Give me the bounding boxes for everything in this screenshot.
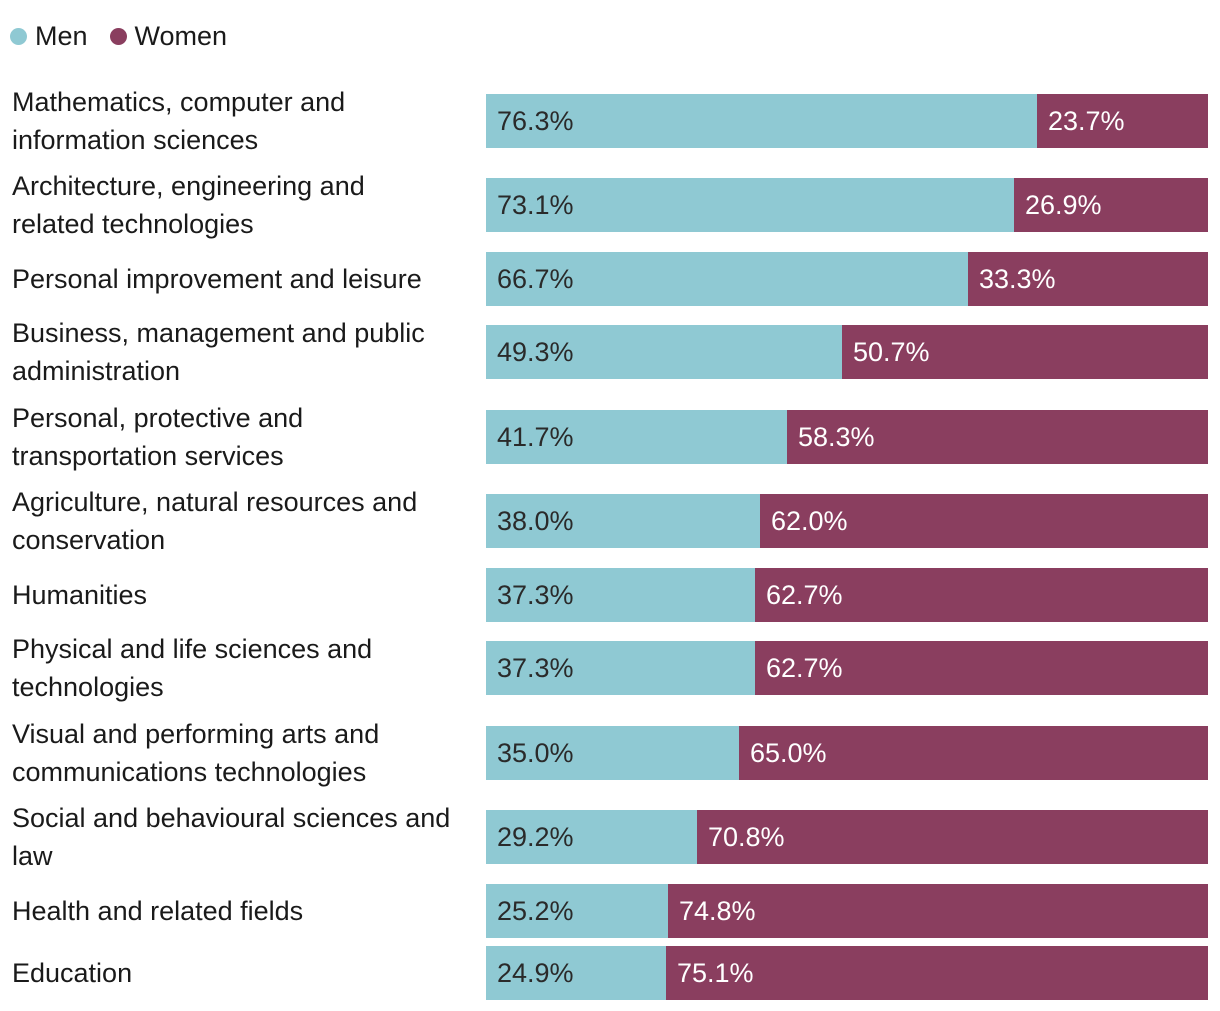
bar-segment-men — [486, 946, 666, 1000]
data-label-men: 73.1% — [497, 190, 574, 220]
bar-row: 38.0% 62.0% — [486, 494, 1208, 548]
bar-segment-women — [787, 410, 1208, 464]
data-label-women: 62.7% — [766, 580, 843, 610]
bar-row: 24.9% 75.1% — [486, 946, 1208, 1000]
bar-segment-women — [755, 568, 1208, 622]
data-label-women: 33.3% — [979, 264, 1056, 294]
data-label-men: 25.2% — [497, 896, 574, 926]
category-label: Mathematics, computer and information sci… — [12, 87, 346, 155]
data-label-women: 75.1% — [677, 958, 754, 988]
bar-row: 76.3% 23.7% — [486, 94, 1208, 148]
bar-row: 37.3% 62.7% — [486, 568, 1208, 622]
data-label-men: 76.3% — [497, 106, 574, 136]
bar-segment-men — [486, 94, 1037, 148]
bar-row: 37.3% 62.7% — [486, 641, 1208, 695]
bar-segment-women — [968, 252, 1208, 306]
bar-row: 25.2% 74.8% — [486, 884, 1208, 938]
data-label-men: 41.7% — [497, 422, 574, 452]
bar-segment-men — [486, 410, 787, 464]
data-label-men: 66.7% — [497, 264, 574, 294]
data-label-men: 37.3% — [497, 653, 574, 683]
category-label: Visual and performing arts and communicat… — [12, 719, 380, 787]
category-label: Humanities — [12, 580, 148, 610]
category-label: Health and related fields — [12, 896, 304, 926]
data-label-women: 70.8% — [708, 822, 785, 852]
bar-segment-men — [486, 178, 1014, 232]
bar-row: 35.0% 65.0% — [486, 726, 1208, 780]
data-label-women: 23.7% — [1048, 106, 1125, 136]
bar-row: 73.1% 26.9% — [486, 178, 1208, 232]
bar-row: 66.7% 33.3% — [486, 252, 1208, 306]
data-label-men: 38.0% — [497, 506, 574, 536]
data-label-men: 37.3% — [497, 580, 574, 610]
bar-segment-women — [1037, 94, 1208, 148]
data-label-men: 49.3% — [497, 337, 574, 367]
bar-segment-women — [755, 641, 1208, 695]
category-label: Agriculture, natural resources and conser… — [12, 487, 418, 555]
data-label-women: 26.9% — [1025, 190, 1102, 220]
bar-segment-women — [1014, 178, 1208, 232]
legend: Men Women — [10, 18, 249, 54]
bar-segment-women — [666, 946, 1208, 1000]
data-label-women: 65.0% — [750, 738, 827, 768]
bar-row: 49.3% 50.7% — [486, 325, 1208, 379]
legend-label-men: Men — [35, 20, 88, 51]
data-label-women: 50.7% — [853, 337, 930, 367]
category-label: Personal improvement and leisure — [12, 264, 422, 294]
bar-segment-men — [486, 494, 760, 548]
category-label: Physical and life sciences and technologi… — [12, 634, 373, 702]
data-label-men: 35.0% — [497, 738, 574, 768]
legend-label-women: Women — [134, 20, 228, 51]
bar-segment-men — [486, 252, 968, 306]
bar-segment-men — [486, 884, 668, 938]
bar-segment-men — [486, 810, 697, 864]
bar-segment-women — [760, 494, 1208, 548]
data-label-women: 62.7% — [766, 653, 843, 683]
category-label: Social and behavioural sciences and law — [12, 803, 451, 871]
data-label-men: 24.9% — [497, 958, 574, 988]
category-label: Education — [12, 958, 133, 988]
bar-segment-men — [486, 726, 739, 780]
bar-row: 41.7% 58.3% — [486, 410, 1208, 464]
category-label: Personal, protective and transportation s… — [12, 403, 304, 471]
data-label-women: 58.3% — [798, 422, 875, 452]
data-label-women: 74.8% — [679, 896, 756, 926]
legend-item-men: Men — [10, 21, 88, 52]
data-label-women: 62.0% — [771, 506, 848, 536]
legend-swatch-men — [10, 27, 27, 45]
category-label: Business, management and public administr… — [12, 318, 425, 386]
bar-segment-men — [486, 325, 842, 379]
bar-row: 29.2% 70.8% — [486, 810, 1208, 864]
bar-segment-women — [697, 810, 1208, 864]
bar-segment-men — [486, 568, 755, 622]
bar-segment-women — [739, 726, 1208, 780]
data-label-men: 29.2% — [497, 822, 574, 852]
category-label: Architecture, engineering and related tec… — [12, 171, 365, 239]
legend-swatch-women — [109, 27, 127, 45]
bar-segment-women — [668, 884, 1208, 938]
bar-segment-men — [486, 641, 755, 695]
legend-item-women: Women — [109, 20, 228, 52]
bar-segment-women — [842, 325, 1208, 379]
